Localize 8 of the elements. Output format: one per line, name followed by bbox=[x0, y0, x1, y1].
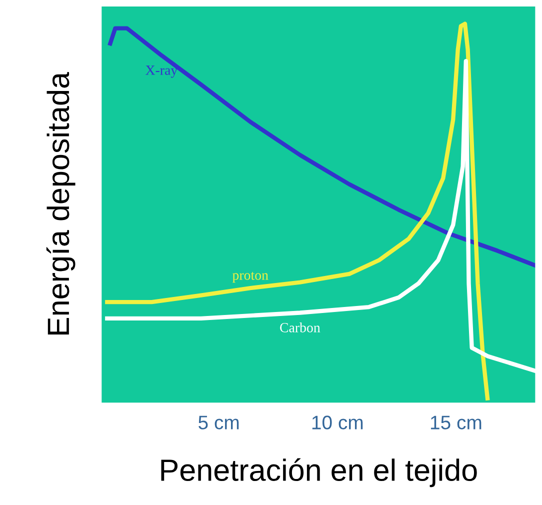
series-label: Carbon bbox=[280, 322, 320, 332]
series-label: proton bbox=[232, 272, 268, 283]
series-label: X-ray bbox=[146, 66, 178, 78]
x-tick-label: 5 cm bbox=[198, 416, 239, 430]
x-axis-title: Penetración en el tejido bbox=[161, 458, 477, 488]
x-tick-label: 10 cm bbox=[312, 416, 363, 430]
x-tick-label: 15 cm bbox=[430, 416, 482, 430]
y-axis-title: Energía depositada bbox=[46, 72, 76, 335]
